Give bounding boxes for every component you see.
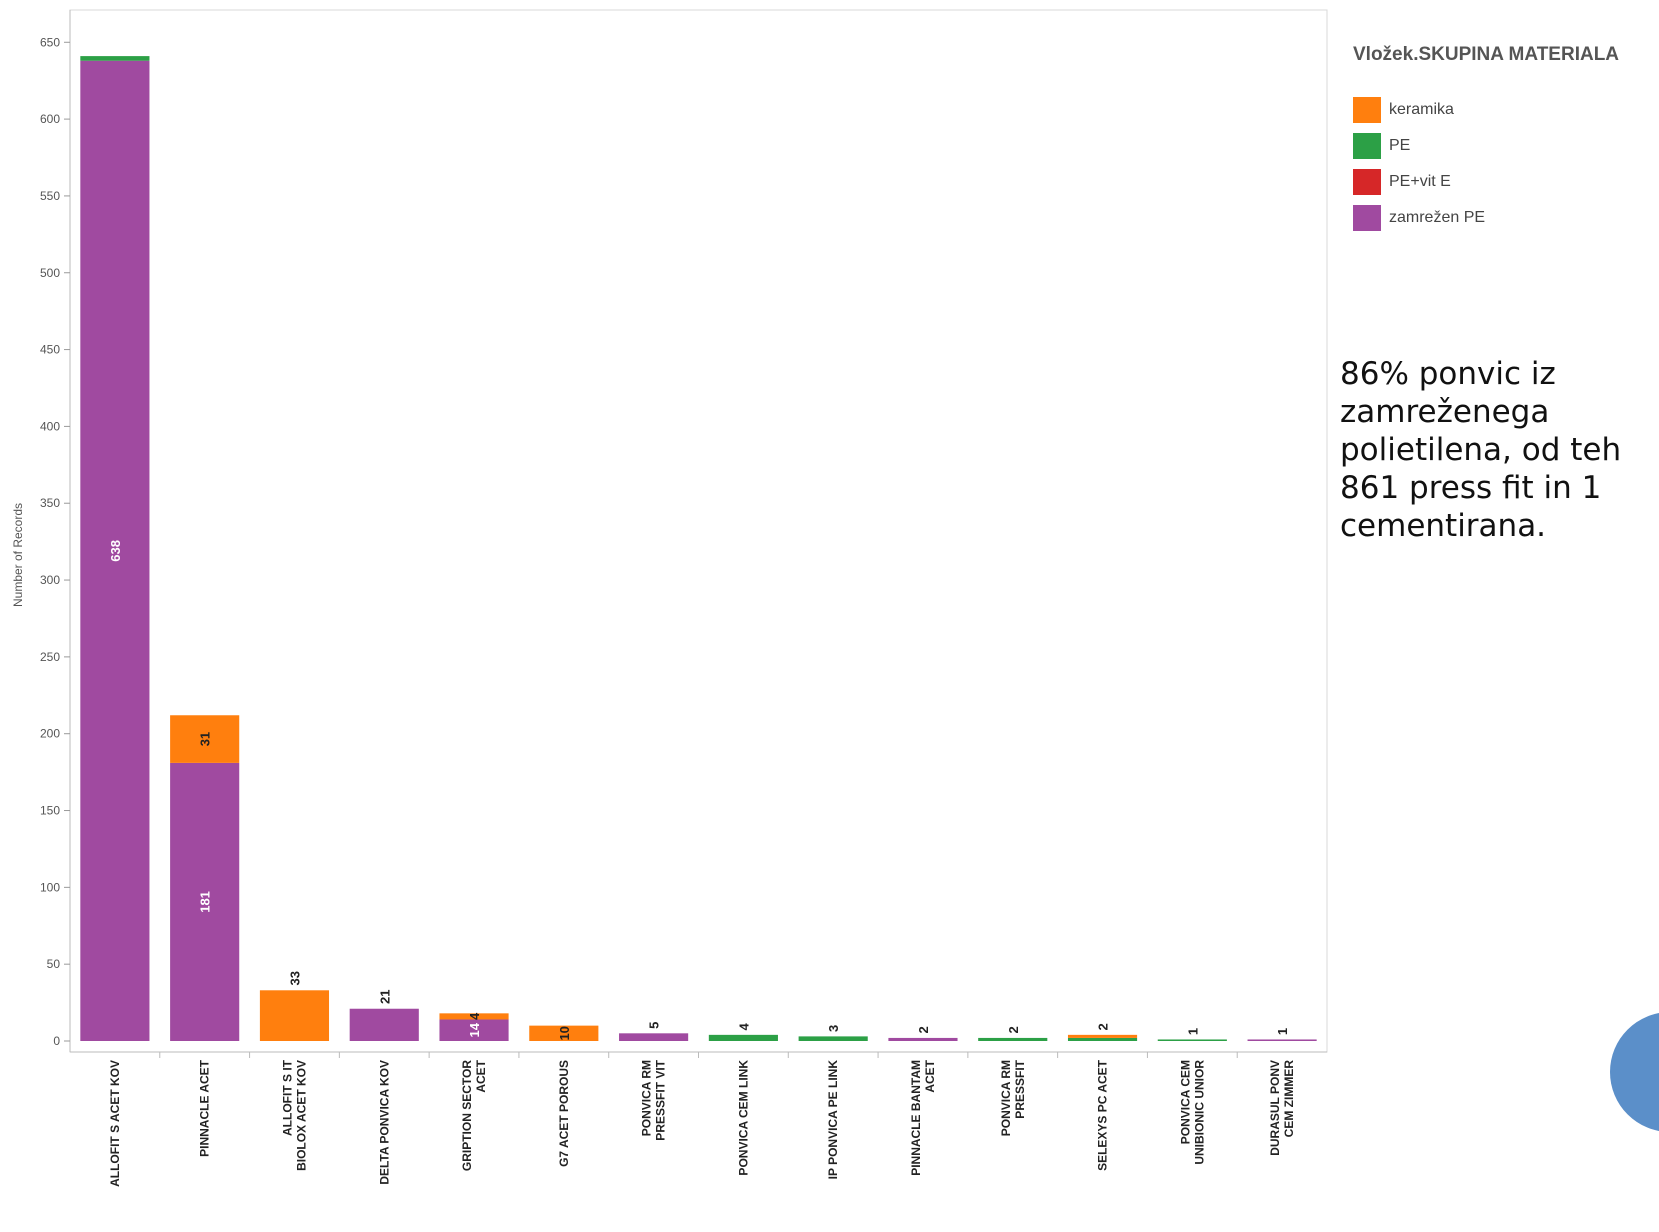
legend-items: keramika PE PE+vit E zamrežen PE xyxy=(1353,92,1659,236)
x-category-label: SELEXYS PC ACET xyxy=(1096,1059,1110,1171)
bar-segment xyxy=(708,1034,778,1041)
x-axis-categories: ALLOFIT S ACET KOV PINNACLE ACET ALLOFIT S… xyxy=(108,1059,1296,1187)
x-category-label: PRESSFIT VIT xyxy=(654,1059,668,1140)
data-label: 31 xyxy=(198,732,213,746)
legend-item: keramika xyxy=(1353,92,1659,128)
y-tick-label: 400 xyxy=(40,419,60,433)
x-category-label: ACET xyxy=(474,1059,488,1092)
data-label: 21 xyxy=(377,989,392,1003)
legend-label: zamrežen PE xyxy=(1389,209,1486,226)
y-tick-label: 650 xyxy=(40,35,60,49)
y-tick-label: 0 xyxy=(53,1034,60,1048)
x-category-label: PRESSFIT xyxy=(1013,1059,1027,1118)
bar-segment xyxy=(978,1037,1048,1041)
legend-label: keramika xyxy=(1389,101,1454,118)
y-tick-label: 100 xyxy=(40,880,60,894)
x-category-label: IP PONVICA PE LINK xyxy=(826,1060,840,1180)
data-label: 5 xyxy=(647,1022,662,1029)
x-category-label: ALLOFIT S ACET KOV xyxy=(108,1060,122,1187)
x-category-label: BIOLOX ACET KOV xyxy=(294,1060,308,1171)
y-tick-label: 550 xyxy=(40,189,60,203)
y-tick-label: 600 xyxy=(40,112,60,126)
data-label: 10 xyxy=(557,1026,572,1040)
bar-segment xyxy=(170,762,240,1041)
data-label: 2 xyxy=(1006,1026,1021,1033)
data-label: 1 xyxy=(1275,1028,1290,1035)
x-category-label: PONVICA RM xyxy=(999,1060,1013,1136)
x-category-label: G7 ACET POROUS xyxy=(557,1060,571,1167)
x-category-label: CEM ZIMMER xyxy=(1282,1060,1296,1138)
x-category-label: ACET xyxy=(923,1059,937,1092)
x-category-label: ALLOFIT S IT xyxy=(280,1059,294,1136)
bar-segment xyxy=(349,1008,419,1041)
data-label: 638 xyxy=(108,540,123,562)
data-label: 2 xyxy=(1096,1023,1111,1030)
x-category-label: PONVICA CEM xyxy=(1178,1060,1192,1144)
bar-segment xyxy=(80,60,150,1041)
x-category-label: GRIPTION SECTOR xyxy=(460,1060,474,1171)
bar-segment xyxy=(1067,1037,1138,1041)
bar-segment xyxy=(170,715,240,763)
y-axis-label: Number of Records xyxy=(11,503,25,607)
bar-segment xyxy=(888,1037,958,1041)
x-category-label: UNIBIONIC UNIOR xyxy=(1192,1060,1206,1165)
legend-label: PE xyxy=(1389,137,1411,154)
x-category-label: PONVICA RM xyxy=(640,1060,654,1136)
legend: Vložek.SKUPINA MATERIALA keramika PE PE+vi… xyxy=(1353,44,1659,236)
y-tick-label: 250 xyxy=(40,650,60,664)
data-label: 4 xyxy=(736,1022,751,1030)
y-tick-label: 50 xyxy=(47,957,61,971)
x-category-label: DELTA PONVICA KOV xyxy=(377,1060,391,1185)
bar-segment xyxy=(1067,1034,1138,1038)
bar-segment xyxy=(529,1025,599,1041)
data-label: 4 xyxy=(467,1012,482,1020)
x-category-label: PONVICA CEM LINK xyxy=(736,1060,750,1176)
bar-segment xyxy=(798,1036,868,1041)
legend-item: zamrežen PE xyxy=(1353,200,1659,236)
y-tick-label: 450 xyxy=(40,343,60,357)
legend-item: PE xyxy=(1353,128,1659,164)
bar-segment xyxy=(1157,1039,1227,1041)
y-tick-label: 150 xyxy=(40,804,60,818)
data-label: 3 xyxy=(826,1025,841,1032)
y-tick-label: 500 xyxy=(40,266,60,280)
y-axis-ticks: 0 50 100 150 200 250 300 350 400 450 500 550 600 650 xyxy=(40,35,70,1048)
data-label: 14 xyxy=(467,1022,482,1037)
bar-segment xyxy=(80,56,150,61)
bars-group xyxy=(80,56,1317,1058)
y-tick-label: 350 xyxy=(40,496,60,510)
legend-item: PE+vit E xyxy=(1353,164,1659,200)
bar-segment xyxy=(439,1013,509,1020)
legend-label: PE+vit E xyxy=(1389,173,1451,190)
legend-swatch xyxy=(1353,97,1381,123)
legend-title: Vložek.SKUPINA MATERIALA xyxy=(1353,44,1620,65)
x-category-label: DURASUL PONV xyxy=(1268,1060,1282,1156)
y-tick-label: 300 xyxy=(40,573,60,587)
x-category-label: PINNACLE ACET xyxy=(198,1059,212,1157)
bar-segment xyxy=(619,1033,689,1041)
x-category-label: PINNACLE BANTAM xyxy=(909,1060,923,1176)
legend-swatch xyxy=(1353,133,1381,159)
y-tick-label: 200 xyxy=(40,727,60,741)
data-label: 1 xyxy=(1185,1028,1200,1035)
plot-frame xyxy=(69,9,1328,1053)
legend-swatch xyxy=(1353,169,1381,195)
data-label: 181 xyxy=(198,891,213,913)
bar-segment xyxy=(1247,1039,1317,1041)
bar-segment xyxy=(259,990,330,1041)
bar-segment xyxy=(439,1019,509,1041)
data-label: 2 xyxy=(916,1026,931,1033)
data-label: 33 xyxy=(287,971,302,985)
legend-swatch xyxy=(1353,205,1381,231)
